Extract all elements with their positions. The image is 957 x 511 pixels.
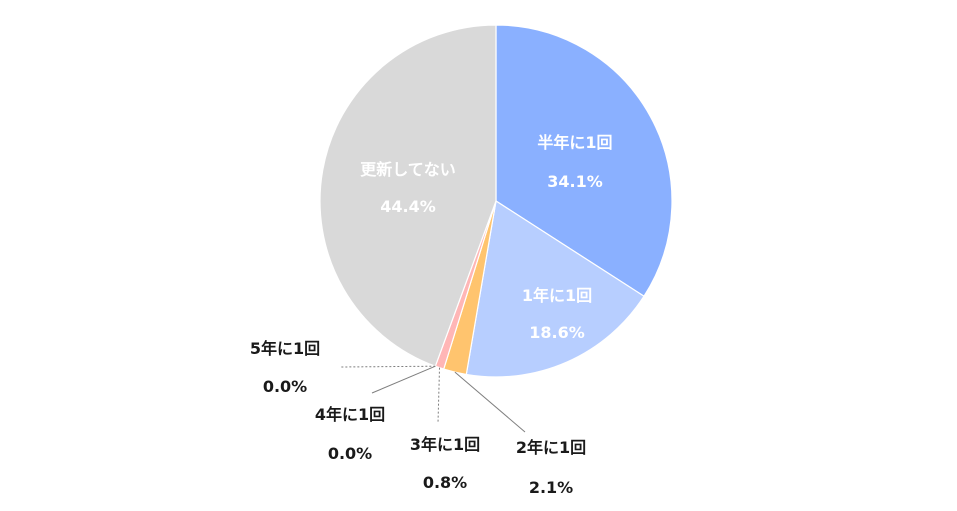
- pie-slice-half-year: [495, 24, 673, 298]
- slice-label-2-year: 2年に1回: [516, 438, 586, 457]
- slice-value-5-year: 0.0%: [263, 377, 307, 396]
- leader-lines: [339, 365, 526, 433]
- slice-label-half-year: 半年に1回: [537, 133, 612, 152]
- leader-line-2-year: [454, 371, 526, 433]
- slice-label-4-year: 4年に1回: [315, 405, 385, 424]
- slice-value-not-updated: 44.4%: [380, 197, 436, 216]
- slice-label-1-year: 1年に1回: [522, 286, 592, 305]
- slice-value-half-year: 34.1%: [547, 172, 603, 191]
- leader-line-5-year: [339, 365, 436, 368]
- slice-value-4-year: 0.0%: [328, 444, 372, 463]
- leader-line-3-year: [437, 367, 441, 424]
- slice-value-3-year: 0.8%: [423, 473, 467, 492]
- pie-slice-not-updated: [319, 24, 497, 367]
- slice-label-not-updated: 更新してない: [360, 160, 456, 179]
- slice-label-3-year: 3年に1回: [410, 435, 480, 454]
- pie-slices: [319, 24, 673, 378]
- slice-label-5-year: 5年に1回: [250, 339, 320, 358]
- slice-value-2-year: 2.1%: [529, 478, 573, 497]
- slice-value-1-year: 18.6%: [529, 323, 585, 342]
- leader-line-4-year: [371, 365, 436, 394]
- pie-slice-1-year: [465, 200, 645, 378]
